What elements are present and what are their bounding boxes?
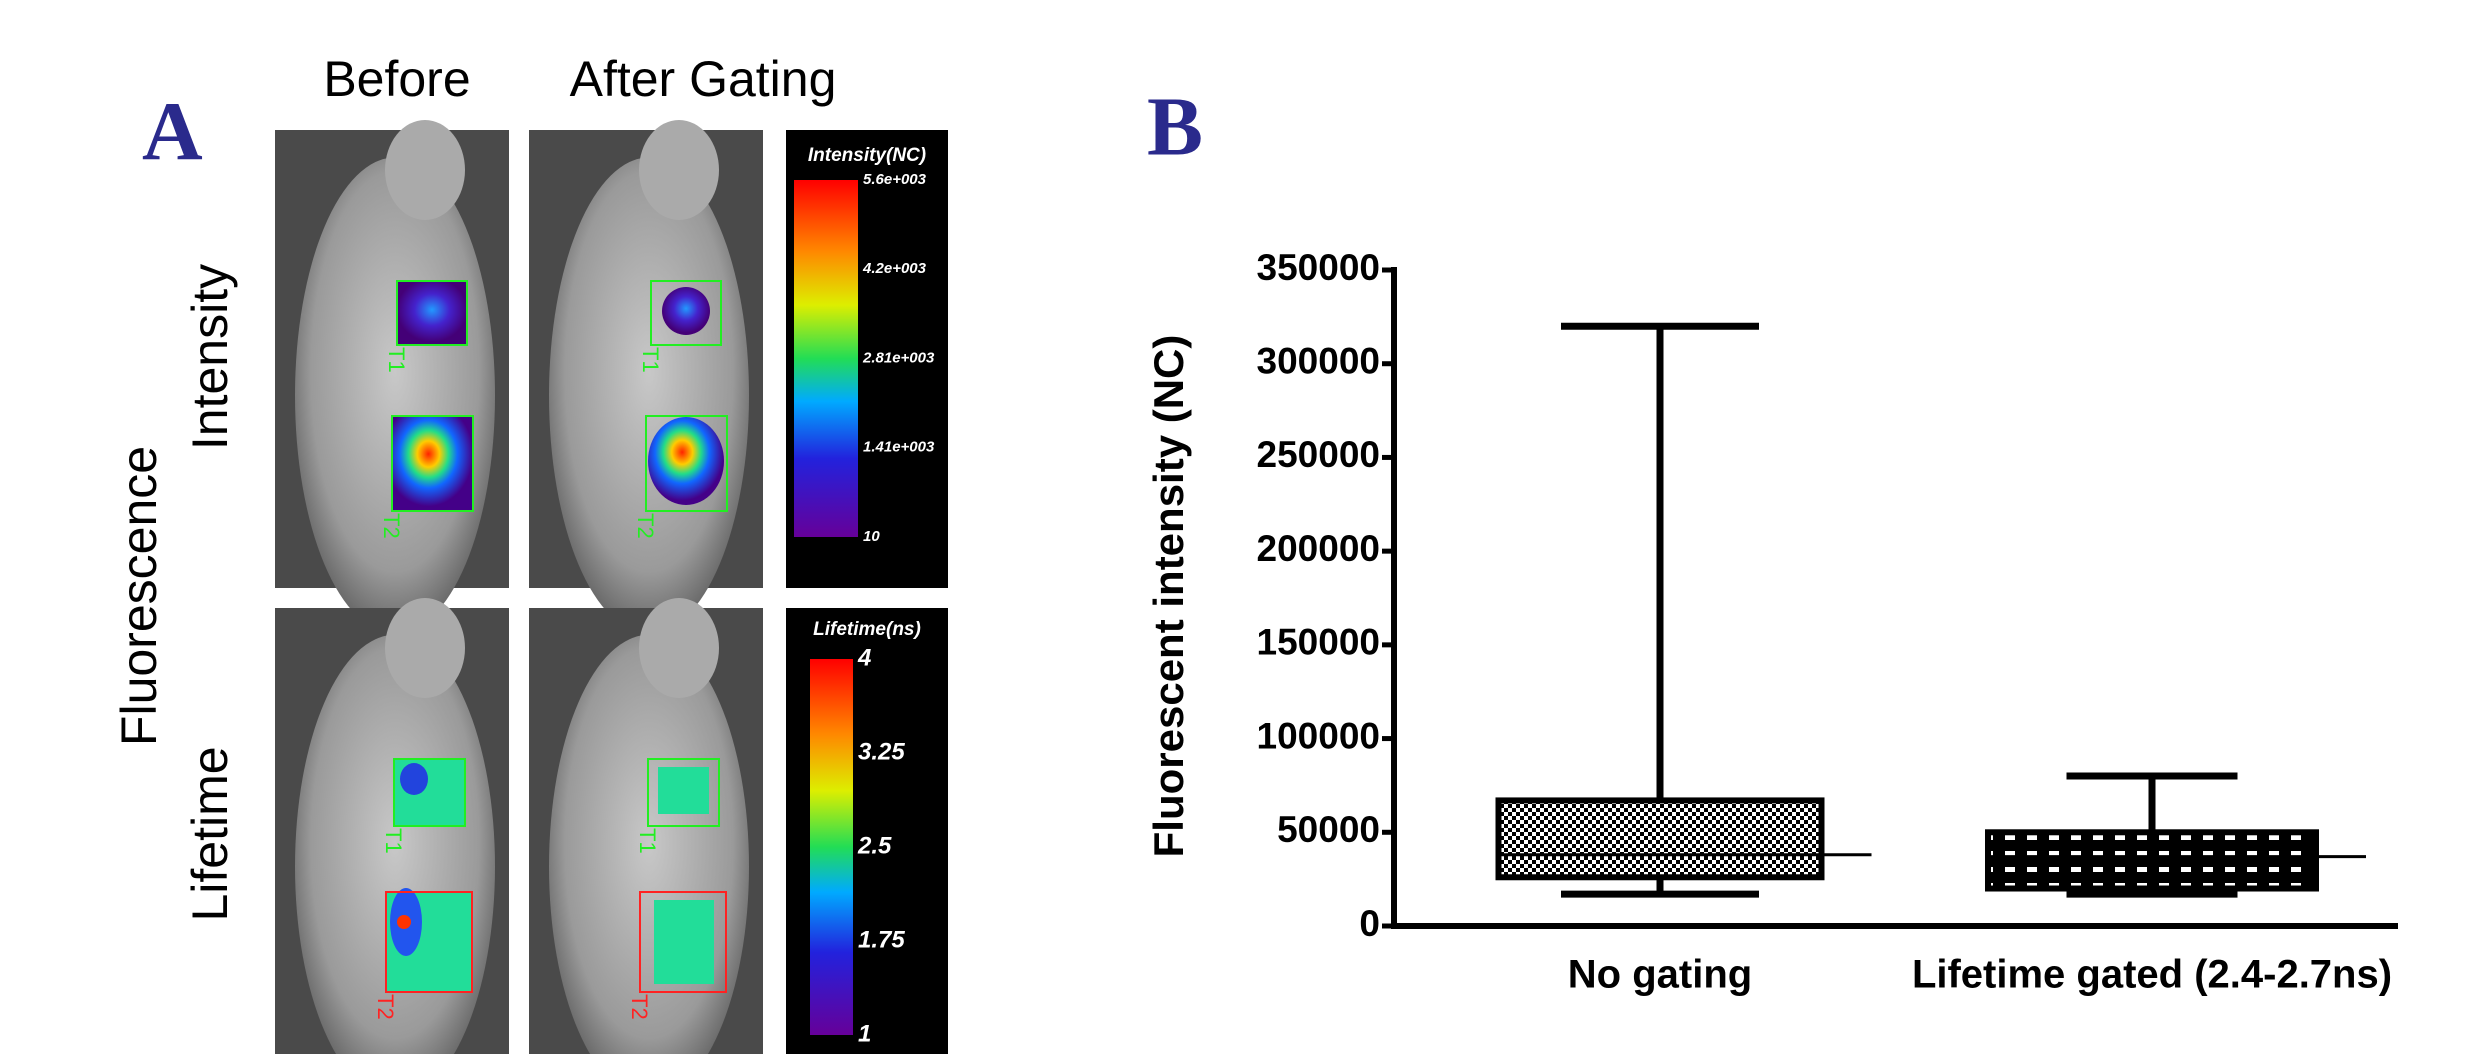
roi-signal xyxy=(654,900,714,984)
roi-signal xyxy=(662,287,710,335)
x-tick-label: Lifetime gated (2.4-2.7ns) xyxy=(1912,953,2392,997)
colorbar-label: 2.5 xyxy=(857,832,892,859)
mouse-image: T1 T2 xyxy=(275,598,509,1054)
box xyxy=(1495,797,1825,881)
row-label: Lifetime xyxy=(182,746,238,921)
roi-label: T1 xyxy=(638,347,663,373)
roi-signal xyxy=(397,915,411,929)
roi-box xyxy=(647,758,720,827)
colorbar-label: 4 xyxy=(857,644,871,671)
y-tick-label: 150000 xyxy=(1257,622,1380,663)
colorbar-label: 2.81e+003 xyxy=(862,349,935,366)
roi-signal xyxy=(648,417,724,505)
row-label: Intensity xyxy=(182,264,238,450)
column-label: Before xyxy=(323,51,470,107)
mouse-head xyxy=(639,598,719,698)
y-tick-label: 50000 xyxy=(1277,809,1380,850)
colorbar xyxy=(794,180,858,537)
y-tick-label: 300000 xyxy=(1257,340,1380,381)
roi-label: T2 xyxy=(379,513,404,539)
colorbar-label: 1.41e+003 xyxy=(863,439,935,456)
y-tick-label: 200000 xyxy=(1257,528,1380,569)
y-axis-label: Fluorescent intensity (NC) xyxy=(1145,335,1192,858)
roi-box xyxy=(396,280,468,346)
roi-box xyxy=(391,415,474,512)
roi-label: T2 xyxy=(627,994,652,1020)
panel-label: A xyxy=(142,85,203,178)
roi-label: T1 xyxy=(384,347,409,373)
mouse-body xyxy=(549,157,749,634)
mouse-image: T1 T2 xyxy=(529,120,763,634)
roi-box xyxy=(393,758,466,827)
mouse-body xyxy=(295,157,495,634)
panel-label: B xyxy=(1147,80,1203,173)
roi-box xyxy=(385,891,473,993)
roi-label: T1 xyxy=(635,828,660,854)
panel-b: B Fluorescent intensity (NC) 0 50000 100000 1… xyxy=(1145,80,2398,997)
colorbar-label: 10 xyxy=(863,528,880,545)
y-tick-label: 250000 xyxy=(1257,434,1380,475)
box xyxy=(1985,829,2319,892)
colorbar-label: 1.75 xyxy=(858,926,905,953)
panel-a: A Before After Gating Fluorescence Intensity… xyxy=(111,51,948,1054)
mouse-image: T1 T2 xyxy=(529,598,763,1054)
y-tick-label: 0 xyxy=(1359,903,1380,944)
colorbar-label: 4.2e+003 xyxy=(862,260,927,277)
colorbar-label: 3.25 xyxy=(858,738,905,765)
mouse-image: T1 T2 xyxy=(275,120,509,634)
colorbar-title: Lifetime(ns) xyxy=(813,619,921,640)
y-tick-label: 100000 xyxy=(1257,715,1380,756)
mouse-head xyxy=(639,120,719,220)
roi-signal xyxy=(397,281,467,345)
colorbar-label: 1 xyxy=(858,1020,871,1047)
roi-signal xyxy=(658,767,709,814)
roi-label: T2 xyxy=(373,994,398,1020)
mouse-head xyxy=(385,598,465,698)
mouse-head xyxy=(385,120,465,220)
roi-signal xyxy=(392,416,473,511)
box-group xyxy=(1985,772,2366,898)
roi-signal xyxy=(400,763,428,795)
y-tick-label: 350000 xyxy=(1257,247,1380,288)
colorbar-title: Intensity(NC) xyxy=(808,145,926,166)
roi-box xyxy=(639,891,727,993)
colorbar xyxy=(810,659,853,1035)
roi-box xyxy=(650,280,722,346)
colorbar-label: 5.6e+003 xyxy=(863,171,927,188)
x-tick-label: No gating xyxy=(1568,953,1752,997)
row-group-label: Fluorescence xyxy=(111,446,167,746)
roi-label: T2 xyxy=(633,513,658,539)
box-group xyxy=(1495,322,1872,898)
column-label: After Gating xyxy=(570,51,837,107)
roi-box xyxy=(645,415,728,512)
roi-label: T1 xyxy=(381,828,406,854)
